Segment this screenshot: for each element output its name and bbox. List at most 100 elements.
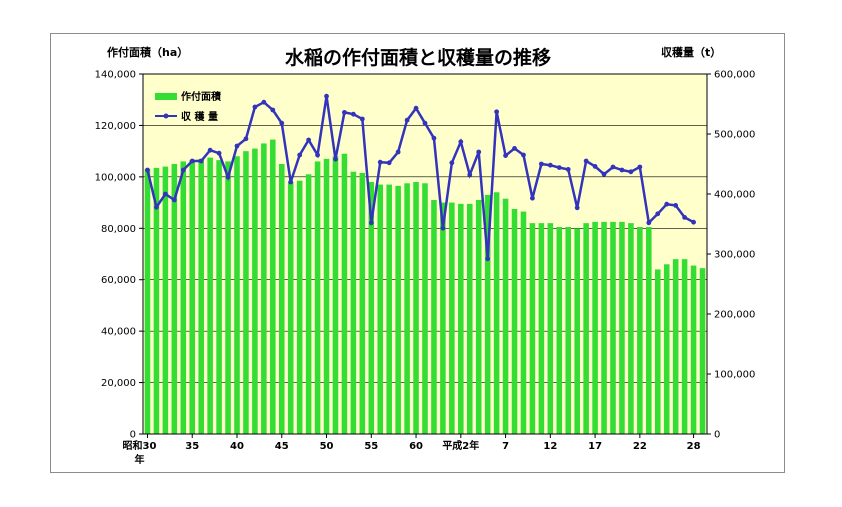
y-left-tick-label: 40,000	[101, 327, 136, 338]
y-right-tick-label: 300,000	[714, 250, 755, 261]
legend-label-bar: 作付面積	[181, 90, 222, 103]
line-point	[171, 197, 177, 203]
bar	[243, 151, 249, 434]
x-tick-label: 35	[185, 441, 199, 452]
x-tick-label: 50	[320, 441, 334, 452]
line-point	[324, 93, 329, 99]
bar	[511, 209, 518, 434]
y-right-tick-label: 400,000	[714, 190, 755, 201]
line-point	[404, 117, 410, 123]
line-point	[503, 153, 508, 158]
bar	[628, 223, 634, 434]
x-tick-label: 12	[543, 441, 557, 452]
bar	[583, 223, 589, 434]
bar	[547, 223, 554, 434]
y-right-tick-label: 500,000	[714, 130, 755, 141]
bar	[422, 183, 428, 434]
line-point	[565, 167, 571, 172]
line-point	[342, 110, 347, 115]
line-point	[458, 139, 464, 145]
line-point	[494, 109, 500, 115]
line-point	[279, 120, 285, 126]
line-point	[538, 161, 544, 167]
bar	[153, 167, 160, 434]
bar	[395, 185, 401, 434]
chart-svg: 0 20,000 40,000 60,000 80,000 100,000 120,000 1…	[95, 45, 756, 466]
bar	[663, 264, 670, 434]
bar	[610, 221, 616, 434]
bar	[646, 227, 652, 434]
bar	[475, 200, 482, 434]
y-left-tick-label: 100,000	[95, 172, 136, 183]
bar	[520, 211, 527, 434]
line-point	[315, 152, 320, 158]
line-point	[261, 99, 267, 105]
bar	[466, 203, 473, 434]
line-point	[601, 171, 607, 177]
bar	[171, 164, 178, 434]
line-point	[422, 120, 428, 126]
line-point	[306, 137, 312, 143]
line-point	[207, 147, 213, 153]
line-point	[377, 159, 383, 165]
bar	[493, 192, 500, 434]
bar	[672, 259, 679, 434]
line-point	[413, 105, 419, 111]
bar	[449, 202, 455, 434]
bar	[261, 143, 267, 434]
bar	[180, 161, 187, 434]
y-left-tick-label: 140,000	[95, 70, 136, 81]
legend-swatch-marker	[163, 113, 169, 119]
bar	[359, 173, 366, 434]
y-left-tick-label: 20,000	[101, 378, 136, 389]
bar	[404, 183, 410, 434]
bar	[681, 259, 688, 434]
line-point	[521, 152, 526, 158]
x-tick-label: 22	[633, 441, 647, 452]
line-point	[664, 201, 670, 207]
bar	[207, 157, 213, 435]
bar	[198, 158, 204, 434]
bar	[225, 161, 231, 434]
y-left-tick-label: 80,000	[101, 224, 136, 235]
line-point	[431, 135, 437, 141]
x-tick-label: 平成2年	[442, 439, 479, 452]
bar	[699, 268, 706, 434]
bar	[287, 182, 294, 434]
x-tick-label: 昭和30	[123, 439, 157, 452]
bar	[377, 184, 384, 434]
line-point	[189, 158, 195, 164]
plot-border	[142, 73, 708, 435]
bar	[305, 174, 312, 435]
line-point	[440, 225, 446, 231]
bar	[413, 182, 419, 434]
bar-series	[144, 139, 706, 435]
line-point	[691, 219, 696, 225]
bar	[601, 221, 607, 434]
line-point	[225, 174, 231, 180]
bar	[350, 171, 357, 434]
line-point	[216, 150, 222, 156]
line-point	[583, 158, 589, 164]
y-right-tick-label: 600,000	[714, 70, 755, 81]
x-tick-label: 60	[409, 441, 423, 452]
line-point	[333, 156, 338, 162]
x-tick-label-suffix: 年	[134, 453, 144, 466]
bar	[332, 156, 339, 434]
bar	[556, 227, 563, 434]
bar	[341, 153, 348, 434]
line-point	[154, 204, 159, 210]
line-point	[628, 169, 634, 175]
line-series	[145, 93, 696, 262]
bar	[654, 269, 661, 434]
legend-label-line: 収 穫 量	[181, 110, 218, 123]
line-point	[655, 211, 661, 217]
line-point	[359, 116, 365, 122]
bar	[368, 182, 375, 434]
bar	[234, 156, 240, 434]
x-tick-label: 40	[230, 441, 244, 452]
chart-frame: 0 20,000 40,000 60,000 80,000 100,000 120,000 1…	[50, 33, 785, 473]
line-point	[556, 165, 562, 171]
bar	[431, 200, 437, 434]
line-point	[297, 152, 303, 158]
